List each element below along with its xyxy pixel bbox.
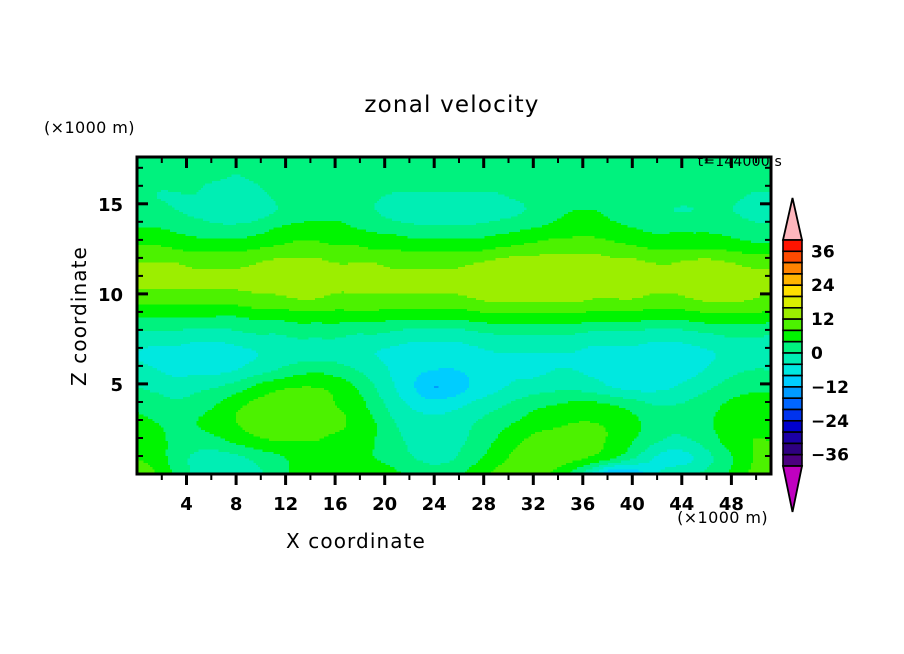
colorbar-swatch[interactable]: [782, 363, 803, 377]
plot-frame: [135, 155, 773, 476]
x-tick-label: 28: [471, 494, 496, 515]
x-tick-label: 36: [570, 494, 595, 515]
colorbar-swatch[interactable]: [782, 386, 803, 399]
x-axis-ticks: [160, 157, 758, 485]
x-tick-label: 20: [372, 494, 397, 515]
colorbar-swatch[interactable]: [782, 431, 803, 445]
x-tick-label: 16: [323, 494, 348, 515]
colorbar-tick-label: −12: [811, 378, 849, 398]
colorbar-swatch[interactable]: [782, 352, 803, 366]
colorbar-swatch[interactable]: [782, 284, 803, 298]
colorbar-swatch[interactable]: [782, 329, 803, 343]
y-tick-label: 15: [98, 195, 123, 216]
x-axis-tick-labels: 4 8 12 16 20 24 28 32 36 40 44 48: [180, 494, 744, 515]
colorbar-swatch[interactable]: [782, 397, 803, 411]
colorbar-tick-label: 36: [811, 242, 835, 262]
time-annotation: t=144000 s: [698, 154, 782, 170]
y-tick-label: 10: [98, 285, 123, 306]
colorbar-swatch[interactable]: [782, 250, 803, 264]
x-tick-label: 44: [669, 494, 694, 515]
contour-field: [137, 157, 771, 474]
colorbar-tick-labels: 36 24 12 0 −12 −24 −36: [811, 242, 849, 465]
colorbar-swatch[interactable]: [782, 442, 803, 456]
y-axis-ticks: [137, 166, 771, 457]
y-axis-title: Z coordinate: [67, 246, 91, 386]
x-axis-unit-label: (×1000 m): [677, 508, 768, 527]
colorbar-swatch[interactable]: [782, 261, 803, 275]
y-axis-unit-label: (×1000 m): [44, 118, 135, 137]
colorbar-swatch[interactable]: [782, 340, 803, 354]
colorbar-swatch[interactable]: [782, 306, 803, 320]
colorbar[interactable]: [781, 197, 804, 513]
colorbar-swatch[interactable]: [782, 453, 803, 467]
x-tick-label: 8: [230, 494, 243, 515]
colorbar-swatch[interactable]: [782, 408, 803, 422]
colorbar-swatch[interactable]: [782, 239, 803, 253]
x-tick-label: 24: [422, 494, 447, 515]
x-tick-label: 40: [620, 494, 645, 515]
colorbar-tick-label: 24: [811, 276, 835, 296]
colorbar-swatch[interactable]: [782, 318, 803, 332]
x-axis-title: X coordinate: [286, 529, 426, 553]
x-tick-label: 32: [521, 494, 546, 515]
colorbar-tick-label: −36: [811, 446, 849, 466]
x-tick-label: 4: [180, 494, 193, 515]
colorbar-tick-label: 12: [811, 310, 835, 330]
plot-title: zonal velocity: [364, 92, 539, 118]
y-tick-label: 5: [110, 375, 123, 396]
colorbar-tick-label: −24: [811, 412, 849, 432]
colorbar-swatch[interactable]: [782, 374, 803, 388]
colorbar-under-cap: [781, 465, 804, 513]
x-tick-label: 48: [719, 494, 744, 515]
colorbar-tick-label: 0: [811, 344, 823, 364]
colorbar-swatch[interactable]: [782, 419, 803, 433]
x-tick-label: 12: [273, 494, 298, 515]
colorbar-swatch[interactable]: [782, 295, 803, 309]
y-axis-tick-labels: 5 10 15: [98, 195, 123, 396]
colorbar-swatch[interactable]: [782, 273, 803, 286]
